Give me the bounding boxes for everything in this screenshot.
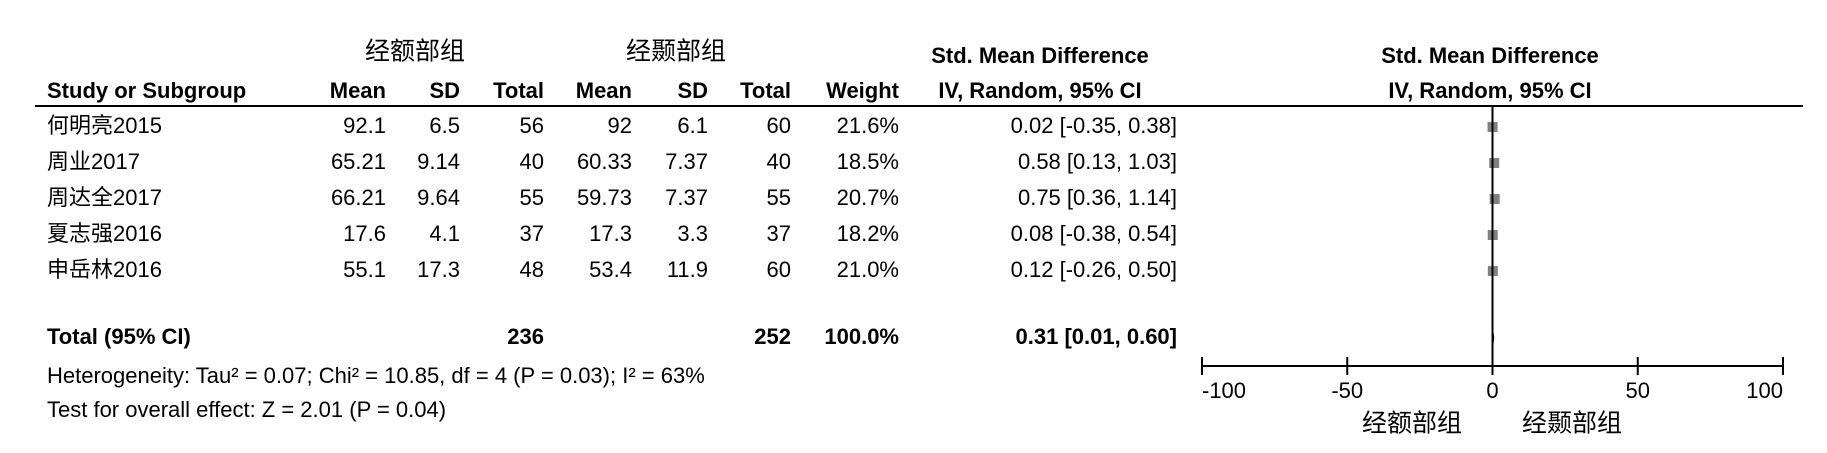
column-header: Total (493, 78, 544, 103)
study-name: 何明亮2015 (47, 113, 162, 138)
table-cell: 37 (767, 221, 791, 246)
column-header: Mean (576, 78, 632, 103)
effect-label: 0.75 [0.36, 1.14] (1018, 185, 1177, 210)
x-tick-label: 100 (1746, 378, 1783, 403)
table-cell: 66.21 (331, 185, 386, 210)
effect-header: Std. Mean Difference (931, 43, 1149, 68)
study-name: 夏志强2016 (47, 221, 162, 246)
column-header: Mean (330, 78, 386, 103)
table-cell: 18.5% (837, 149, 899, 174)
table-cell: 18.2% (837, 221, 899, 246)
table-cell: 3.3 (677, 221, 708, 246)
plot-effect-header: Std. Mean Difference (1381, 43, 1599, 68)
column-header: SD (429, 78, 460, 103)
x-tick-label: -50 (1331, 378, 1363, 403)
group-label: 经额部组 (365, 38, 465, 66)
favours-label: 经额部组 (1362, 410, 1462, 438)
table-cell: 55 (520, 185, 544, 210)
table-cell: 6.5 (429, 113, 460, 138)
table-cell: 37 (520, 221, 544, 246)
column-header: Weight (826, 78, 900, 103)
effect-square (1489, 194, 1500, 204)
table-cell: 59.73 (577, 185, 632, 210)
table-cell: 40 (520, 149, 544, 174)
table-cell: 21.6% (837, 113, 899, 138)
table-cell: 40 (767, 149, 791, 174)
table-cell: 92.1 (343, 113, 386, 138)
favours-label: 经颞部组 (1522, 410, 1622, 438)
table-cell: 60 (767, 257, 791, 282)
table-cell: 20.7% (837, 185, 899, 210)
table-cell: 4.1 (429, 221, 460, 246)
column-header: Study or Subgroup (47, 78, 246, 103)
total-label: Total (95% CI) (47, 324, 191, 349)
x-tick-label: 0 (1486, 378, 1498, 403)
table-cell: 11.9 (667, 257, 708, 282)
table-cell: 56 (520, 113, 544, 138)
table-cell: 21.0% (837, 257, 899, 282)
effect-label: 0.12 [-0.26, 0.50] (1011, 257, 1177, 282)
table-cell: 92 (608, 113, 632, 138)
heterogeneity: Heterogeneity: Tau² = 0.07; Chi² = 10.85… (47, 363, 705, 388)
table-cell: 53.4 (589, 257, 632, 282)
table-cell: 17.6 (343, 221, 386, 246)
column-header: SD (677, 78, 708, 103)
table-cell: 17.3 (589, 221, 632, 246)
total-weight: 100.0% (824, 324, 899, 349)
table-cell: 60 (767, 113, 791, 138)
effect-label: 0.58 [0.13, 1.03] (1018, 149, 1177, 174)
table-cell: 7.37 (665, 185, 708, 210)
study-name: 周达全2017 (47, 185, 162, 210)
table-cell: 55.1 (343, 257, 386, 282)
total-effect: 0.31 [0.01, 0.60] (1016, 324, 1177, 349)
table-cell: 9.64 (417, 185, 460, 210)
table-cell: 7.37 (665, 149, 708, 174)
effect-square (1489, 158, 1500, 168)
x-tick-label: 50 (1626, 378, 1650, 403)
table-cell: 60.33 (577, 149, 632, 174)
table-cell: 65.21 (331, 149, 386, 174)
method-header: IV, Random, 95% CI (938, 78, 1141, 103)
plot-method-header: IV, Random, 95% CI (1388, 78, 1591, 103)
study-name: 申岳林2016 (47, 257, 162, 282)
table-cell: 48 (520, 257, 544, 282)
column-header: Total (740, 78, 791, 103)
total-n: 236 (507, 324, 544, 349)
group-label: 经颞部组 (626, 38, 726, 66)
total-n: 252 (754, 324, 791, 349)
overall-effect: Test for overall effect: Z = 2.01 (P = 0… (47, 397, 446, 422)
effect-label: 0.08 [-0.38, 0.54] (1011, 221, 1177, 246)
table-cell: 17.3 (417, 257, 460, 282)
effect-label: 0.02 [-0.35, 0.38] (1011, 113, 1177, 138)
x-tick-label: -100 (1202, 378, 1246, 403)
study-name: 周业2017 (47, 149, 140, 174)
table-cell: 6.1 (677, 113, 708, 138)
table-cell: 55 (767, 185, 791, 210)
table-cell: 9.14 (417, 149, 460, 174)
